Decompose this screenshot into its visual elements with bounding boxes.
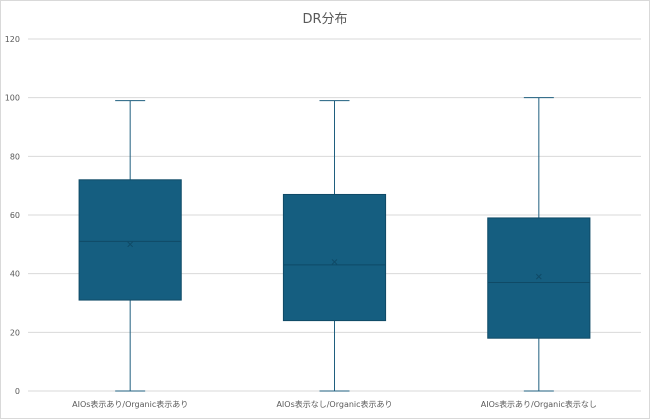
y-tick-label: 40 — [10, 270, 20, 279]
box-iqr — [487, 217, 591, 339]
y-tick-label: 120 — [5, 35, 20, 44]
x-category-label: AIOs表示なし/Organic表示あり — [276, 399, 392, 409]
y-tick-label: 60 — [10, 211, 20, 220]
y-tick-label: 100 — [5, 94, 20, 103]
y-tick-label: 80 — [10, 152, 20, 161]
y-tick-label: 0 — [15, 387, 20, 396]
y-tick-label: 20 — [10, 328, 20, 337]
chart-title: DR分布 — [302, 12, 348, 27]
mean-marker — [331, 259, 338, 265]
x-category-label: AIOs表示あり/Organic表示あり — [72, 399, 188, 409]
mean-marker — [127, 241, 134, 248]
box-iqr — [78, 179, 182, 301]
x-category-label: AIOs表示あり/Organic表示なし — [481, 399, 597, 409]
mean-marker — [535, 273, 542, 280]
box-iqr — [282, 193, 387, 322]
